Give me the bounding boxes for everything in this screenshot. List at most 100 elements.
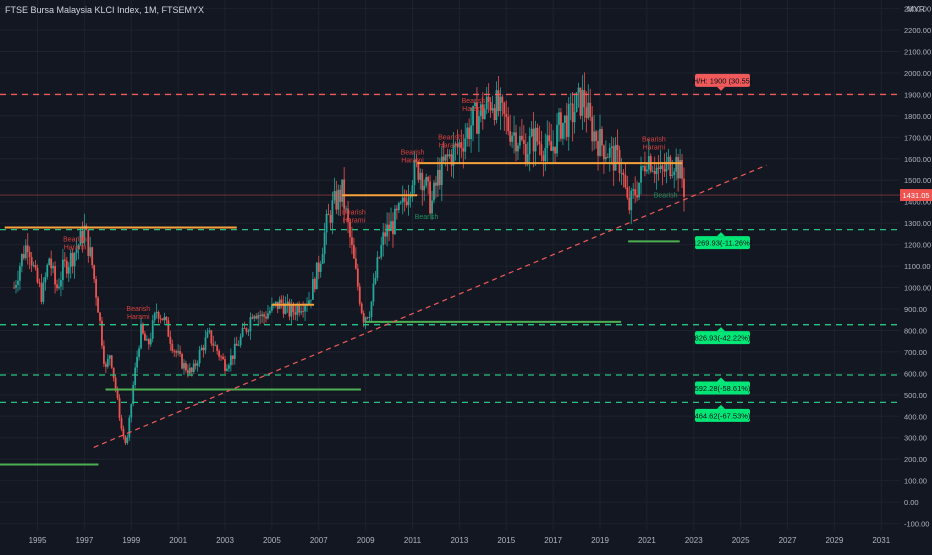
candle-body (677, 157, 680, 179)
candle-body (157, 312, 160, 319)
candle-body (44, 276, 47, 283)
y-tick-label: 900.00 (904, 305, 927, 314)
candle-body (435, 182, 437, 186)
candle-body (603, 145, 605, 160)
candle-body (65, 260, 68, 274)
candle-body (310, 299, 312, 301)
candle-body (645, 169, 648, 172)
candle-body (534, 127, 537, 152)
candle-body (77, 245, 80, 250)
candle-body (497, 90, 500, 112)
candle-body (229, 355, 232, 366)
candle-body (513, 132, 515, 136)
candle-body (101, 320, 103, 346)
candle-body (261, 314, 264, 317)
candle-body (446, 154, 449, 157)
candle-body (636, 195, 639, 198)
y-tick-label: 400.00 (904, 412, 927, 421)
candle-body (15, 284, 17, 288)
candle-body (360, 303, 363, 313)
candle-body (341, 179, 344, 202)
candle-body (450, 154, 453, 166)
bearish-harami-label: Bearish (63, 236, 87, 243)
candle-body (671, 175, 674, 177)
candle-body (161, 318, 164, 321)
candle-body (106, 358, 109, 367)
y-tick-label: 1900.00 (904, 90, 931, 99)
trendline (93, 164, 767, 448)
candle-body (93, 265, 96, 280)
candle-body (679, 159, 681, 179)
candle-body (20, 254, 23, 267)
candle-body (71, 252, 74, 267)
candle-body (60, 280, 62, 287)
current-price-text: 1431.05 (902, 191, 929, 200)
x-tick-label: 2017 (544, 536, 562, 545)
candle-body (669, 156, 672, 177)
price-label-text: 464.62(-67.53%) (695, 411, 751, 420)
x-tick-label: 2015 (497, 536, 515, 545)
x-tick-label: 1995 (29, 536, 47, 545)
candle-body (458, 142, 461, 148)
candle-body (517, 145, 519, 152)
bearish-harami-label: Harami (439, 142, 462, 149)
candle-body (167, 320, 170, 337)
y-tick-label: 1100.00 (904, 262, 931, 271)
y-tick-label: 2200.00 (904, 26, 931, 35)
candle-body (315, 262, 318, 290)
candle-body (524, 143, 527, 165)
candle-body (144, 333, 146, 341)
bearish-harami-label: Bearish (342, 210, 366, 217)
x-tick-label: 2027 (779, 536, 797, 545)
candle-body (601, 128, 603, 146)
price-label-arrow (717, 377, 725, 382)
candle-body (657, 167, 660, 169)
price-label-box (695, 236, 750, 250)
candle-body (190, 367, 193, 373)
candle-body (202, 347, 205, 351)
candle-body (612, 146, 615, 171)
candle-body (563, 115, 566, 123)
candle-body (198, 349, 201, 364)
x-tick-label: 2005 (263, 536, 281, 545)
candle-body (417, 162, 420, 180)
candle-body (81, 230, 84, 244)
candle-body (282, 303, 285, 314)
candle-body (663, 169, 666, 172)
candle-body (175, 351, 178, 353)
candle-body (536, 127, 539, 142)
candle-body (228, 365, 230, 369)
candle-body (499, 96, 502, 112)
candle-body (333, 191, 336, 201)
candle-body (511, 135, 514, 142)
candle-body (253, 316, 256, 319)
candle-body (185, 363, 187, 371)
candle-body (675, 157, 678, 172)
candle-body (50, 258, 53, 269)
bearish-harami-label: Harami (401, 157, 424, 164)
candle-body (464, 138, 467, 152)
candle-body (561, 122, 564, 139)
candle-body (196, 363, 199, 366)
candle-body (442, 156, 445, 161)
y-tick-label: 2100.00 (904, 47, 931, 56)
candle-body (386, 224, 389, 237)
candle-body (489, 101, 492, 111)
currency-label: MYR (907, 5, 925, 14)
candle-body (235, 343, 238, 346)
candle-body (431, 200, 433, 214)
candle-body (425, 177, 428, 186)
candle-body (173, 350, 176, 352)
candle-body (519, 135, 521, 146)
candle-body (267, 313, 269, 319)
candle-body (493, 108, 496, 121)
price-label-arrow (717, 86, 725, 91)
candle-body (644, 166, 646, 172)
candle-body (540, 144, 543, 156)
candle-body (380, 245, 383, 258)
price-label-arrow (717, 232, 725, 237)
candle-body (46, 265, 49, 277)
price-label-text: H/H: 1900 (30.55) (693, 76, 753, 85)
